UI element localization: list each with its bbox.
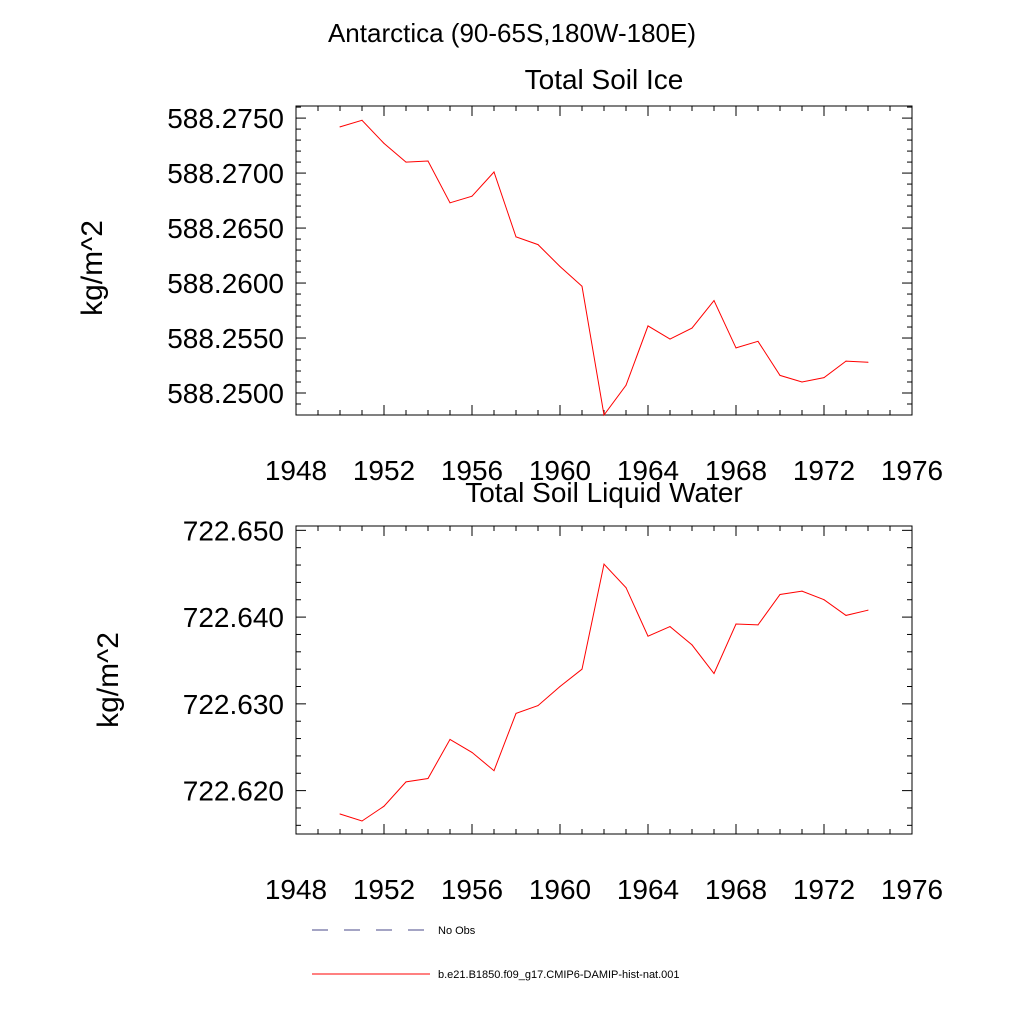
y-tick-label: 722.650 (183, 515, 284, 546)
data-point (823, 599, 825, 601)
data-point (427, 777, 429, 779)
x-tick-label: 1960 (529, 874, 591, 905)
data-point (801, 590, 803, 592)
x-tick-label: 1964 (617, 455, 679, 486)
page-title: Antarctica (90-65S,180W-180E) (328, 18, 696, 48)
data-point (603, 563, 605, 565)
data-point (537, 705, 539, 707)
x-tick-label: 1976 (881, 874, 943, 905)
data-point (383, 805, 385, 807)
series-line (339, 119, 869, 417)
series-line (339, 563, 869, 822)
data-point (581, 285, 583, 287)
x-tick-label: 1972 (793, 874, 855, 905)
data-point (779, 374, 781, 376)
data-point (361, 820, 363, 822)
data-point (471, 195, 473, 197)
data-point (713, 672, 715, 674)
data-point (757, 340, 759, 342)
data-point (559, 686, 561, 688)
data-point (647, 635, 649, 637)
data-point (515, 712, 517, 714)
data-point (449, 738, 451, 740)
plot-frame (295, 525, 913, 835)
x-tick-label: 1948 (265, 874, 327, 905)
data-point (339, 813, 341, 815)
data-point (405, 161, 407, 163)
data-point (735, 623, 737, 625)
data-point (449, 202, 451, 204)
panel-total-soil-ice: Total Soil Ice kg/m^2 1948 1952 1956 1960 19… (76, 64, 943, 486)
y-tick-label: 588.2650 (167, 213, 284, 244)
y-tick-label: 722.630 (183, 689, 284, 720)
data-point (405, 781, 407, 783)
x-tick-label: 1960 (529, 455, 591, 486)
data-point (735, 347, 737, 349)
x-tick-label: 1948 (265, 455, 327, 486)
data-point (669, 626, 671, 628)
data-point (801, 381, 803, 383)
data-point (845, 360, 847, 362)
data-point (339, 126, 341, 128)
y-tick-label: 588.2550 (167, 323, 284, 354)
x-tick-label: 1976 (881, 455, 943, 486)
data-point (603, 414, 605, 416)
data-point (823, 377, 825, 379)
y-tick-label: 588.2700 (167, 158, 284, 189)
tick-marks (295, 526, 913, 834)
data-point (757, 624, 759, 626)
x-tick-label: 1968 (705, 455, 767, 486)
data-point (493, 171, 495, 173)
data-point (691, 327, 693, 329)
x-tick-label: 1956 (441, 874, 503, 905)
data-point (691, 644, 693, 646)
data-point (779, 594, 781, 596)
series-group (339, 563, 869, 822)
series-group (339, 119, 869, 417)
x-tick-label: 1952 (353, 874, 415, 905)
chart-title: Total Soil Ice (525, 64, 684, 95)
legend-no-obs-label: No Obs (438, 925, 476, 937)
x-tick-label: 1956 (441, 455, 503, 486)
data-point (845, 614, 847, 616)
plot-frame (295, 105, 913, 416)
data-point (713, 300, 715, 302)
x-tick-label: 1964 (617, 874, 679, 905)
data-point (625, 384, 627, 386)
data-point (515, 236, 517, 238)
tick-marks (295, 106, 913, 416)
data-point (383, 142, 385, 144)
data-point (867, 361, 869, 363)
y-tick-label: 722.620 (183, 776, 284, 807)
x-tick-labels: 1948 1952 1956 1960 1964 1968 1972 1976 (265, 874, 943, 905)
x-tick-labels: 1948 1952 1956 1960 1964 1968 1972 1976 (265, 455, 943, 486)
y-tick-label: 722.640 (183, 602, 284, 633)
y-axis-label: kg/m^2 (76, 220, 109, 316)
y-tick-label: 588.2500 (167, 378, 284, 409)
data-point (867, 609, 869, 611)
data-point (647, 325, 649, 327)
data-point (493, 770, 495, 772)
data-point (471, 751, 473, 753)
y-tick-label: 588.2600 (167, 268, 284, 299)
data-point (537, 244, 539, 246)
data-point (559, 266, 561, 268)
legend: No Obs b.e21.B1850.f09_g17.CMIP6-DAMIP-h… (312, 925, 680, 981)
panel-total-soil-liquid-water: Total Soil Liquid Water kg/m^2 1948 1952 1… (92, 477, 943, 905)
x-tick-label: 1972 (793, 455, 855, 486)
data-point (427, 160, 429, 162)
y-axis-label: kg/m^2 (92, 632, 125, 728)
data-point (625, 587, 627, 589)
x-tick-label: 1968 (705, 874, 767, 905)
data-point (361, 119, 363, 121)
data-point (581, 668, 583, 670)
data-point (669, 338, 671, 340)
y-tick-label: 588.2750 (167, 103, 284, 134)
legend-model-label: b.e21.B1850.f09_g17.CMIP6-DAMIP-hist-nat… (438, 969, 680, 981)
y-tick-labels: 588.2500 588.2550 588.2600 588.2650 588.2700… (167, 103, 284, 409)
y-tick-labels: 722.620 722.630 722.640 722.650 (183, 515, 284, 806)
chart-title: Total Soil Liquid Water (465, 477, 743, 508)
x-tick-label: 1952 (353, 455, 415, 486)
